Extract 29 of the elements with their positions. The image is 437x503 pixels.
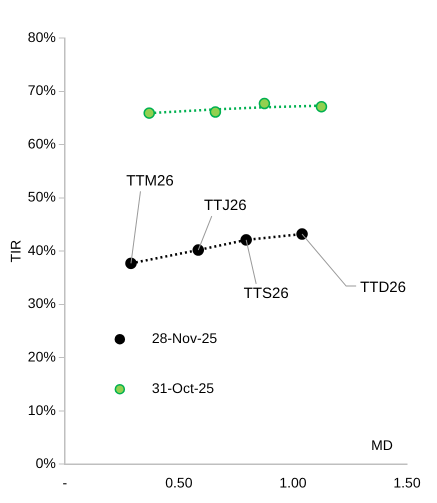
point [210,106,222,118]
x-tick-label: 1.00 [279,474,307,490]
y-tick-label: 40% [28,242,56,258]
annotation: TTM26 [126,172,174,190]
y-tick-label: 10% [28,402,56,418]
point [143,107,155,119]
y-tick-label: 0% [36,455,56,472]
legend-label: 28-Nov-25 [152,330,218,346]
y-axis-title: TIR [7,240,24,262]
x-tick-label: 1.50 [393,474,421,490]
point [240,234,252,246]
legend-label: 31-Oct-25 [152,380,214,396]
point [316,100,328,112]
point [296,228,308,240]
x-tick-label: 0.50 [165,474,193,490]
y-tick-label: 70% [28,82,56,98]
annotation: TTJ26 [204,197,247,214]
point [125,258,137,270]
annotation: TTS26 [244,285,289,302]
annotation: TTD26 [360,279,406,296]
point [258,98,270,110]
point [192,244,204,256]
x-tick-label: - [62,474,68,490]
y-tick-label: 30% [28,295,56,312]
y-tick-label: 80% [28,28,56,45]
x-axis-title: MD [371,437,393,454]
y-tick-label: 60% [28,135,56,152]
y-tick-label: 50% [28,188,56,205]
y-tick-label: 20% [28,348,56,365]
